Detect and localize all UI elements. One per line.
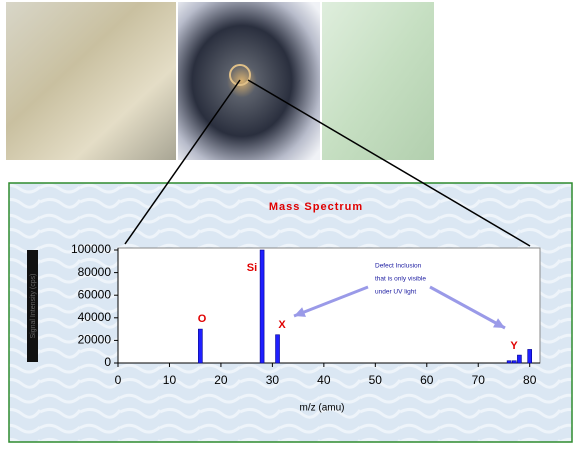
bar xyxy=(260,250,264,363)
y-tick-label: 40000 xyxy=(78,310,112,324)
y-tick-label: 20000 xyxy=(78,333,112,347)
x-tick-label: 50 xyxy=(369,373,383,387)
x-axis-label: m/z (amu) xyxy=(300,403,345,414)
peak-label: X xyxy=(278,319,286,331)
plot-area xyxy=(118,248,540,363)
x-tick-label: 0 xyxy=(115,373,122,387)
x-tick-label: 60 xyxy=(420,373,434,387)
y-axis-label: Signal Intensity (cps) xyxy=(30,274,37,339)
annotation: that is only visible xyxy=(375,276,426,283)
x-tick-label: 40 xyxy=(317,373,331,387)
y-tick-label: 100000 xyxy=(71,242,111,256)
y-tick-label: 0 xyxy=(104,355,111,369)
x-tick-label: 70 xyxy=(472,373,486,387)
annotation: under UV light xyxy=(375,289,416,296)
x-tick-label: 80 xyxy=(523,373,537,387)
annotation: Defect Inclusion xyxy=(375,263,422,270)
y-tick-label: 80000 xyxy=(78,265,112,279)
bar xyxy=(198,329,202,363)
chart: Mass Spectrum m/z (amu) Signal Intensity… xyxy=(0,0,574,445)
peak-label: O xyxy=(198,313,207,325)
peak-label: Y xyxy=(510,340,518,352)
photo-crystals xyxy=(6,2,176,160)
chart-title: Mass Spectrum xyxy=(269,201,363,213)
x-tick-label: 30 xyxy=(266,373,280,387)
bar xyxy=(517,355,521,363)
photo-glow xyxy=(322,2,434,160)
x-tick-label: 20 xyxy=(214,373,228,387)
bar xyxy=(507,361,511,363)
x-tick-label: 10 xyxy=(163,373,177,387)
peak-label: Si xyxy=(247,262,257,274)
bar xyxy=(528,349,532,363)
bar xyxy=(512,361,516,363)
bar xyxy=(276,335,280,363)
y-tick-label: 60000 xyxy=(78,287,112,301)
page: Mass Spectrum m/z (amu) Signal Intensity… xyxy=(0,0,574,450)
